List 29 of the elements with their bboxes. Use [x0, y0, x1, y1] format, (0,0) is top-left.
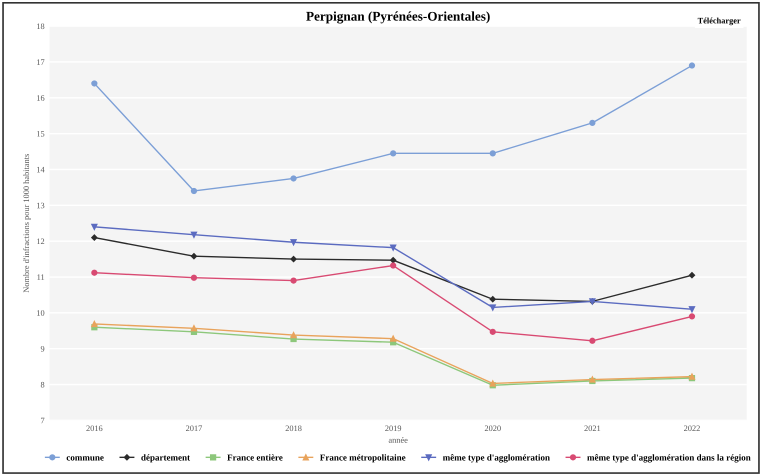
- y-axis-title: Nombre d'infractions pour 1000 habitants: [23, 154, 31, 292]
- y-tick-label: 17: [37, 59, 44, 65]
- y-tick-label: 15: [37, 131, 44, 137]
- x-tick-label: 2016: [86, 425, 102, 432]
- y-tick-label: 9: [40, 346, 44, 352]
- x-tick-label: 2017: [186, 425, 202, 432]
- y-tick-label: 18: [37, 23, 44, 30]
- legend-label: même type d'agglomération dans la région: [587, 454, 751, 462]
- y-tick-label: 8: [40, 382, 44, 388]
- x-tick-label: 2020: [484, 425, 501, 432]
- legend-label: France entière: [227, 454, 283, 461]
- x-tick-label: 2018: [286, 425, 302, 432]
- legend-label: département: [141, 454, 190, 462]
- y-tick-label: 16: [37, 95, 44, 101]
- y-tick-label: 10: [37, 310, 44, 316]
- chart-title: Perpignan (Pyrénées-Orientales): [306, 11, 490, 24]
- y-tick-label: 12: [37, 238, 44, 244]
- x-tick-label: 2022: [684, 425, 700, 432]
- x-axis-title: année: [388, 436, 408, 443]
- legend-label: France métropolitaine: [320, 454, 406, 462]
- legend-label: même type d'agglomération: [442, 454, 550, 462]
- text: Télécharger: [698, 18, 740, 26]
- y-tick-label: 13: [37, 202, 44, 208]
- legend-label: commune: [66, 456, 104, 461]
- x-tick-label: 2019: [385, 425, 402, 432]
- y-tick-label: 11: [37, 274, 44, 280]
- y-tick-label: 14: [37, 166, 45, 172]
- x-tick-label: 2021: [584, 425, 600, 432]
- y-tick-label: 7: [41, 418, 44, 424]
